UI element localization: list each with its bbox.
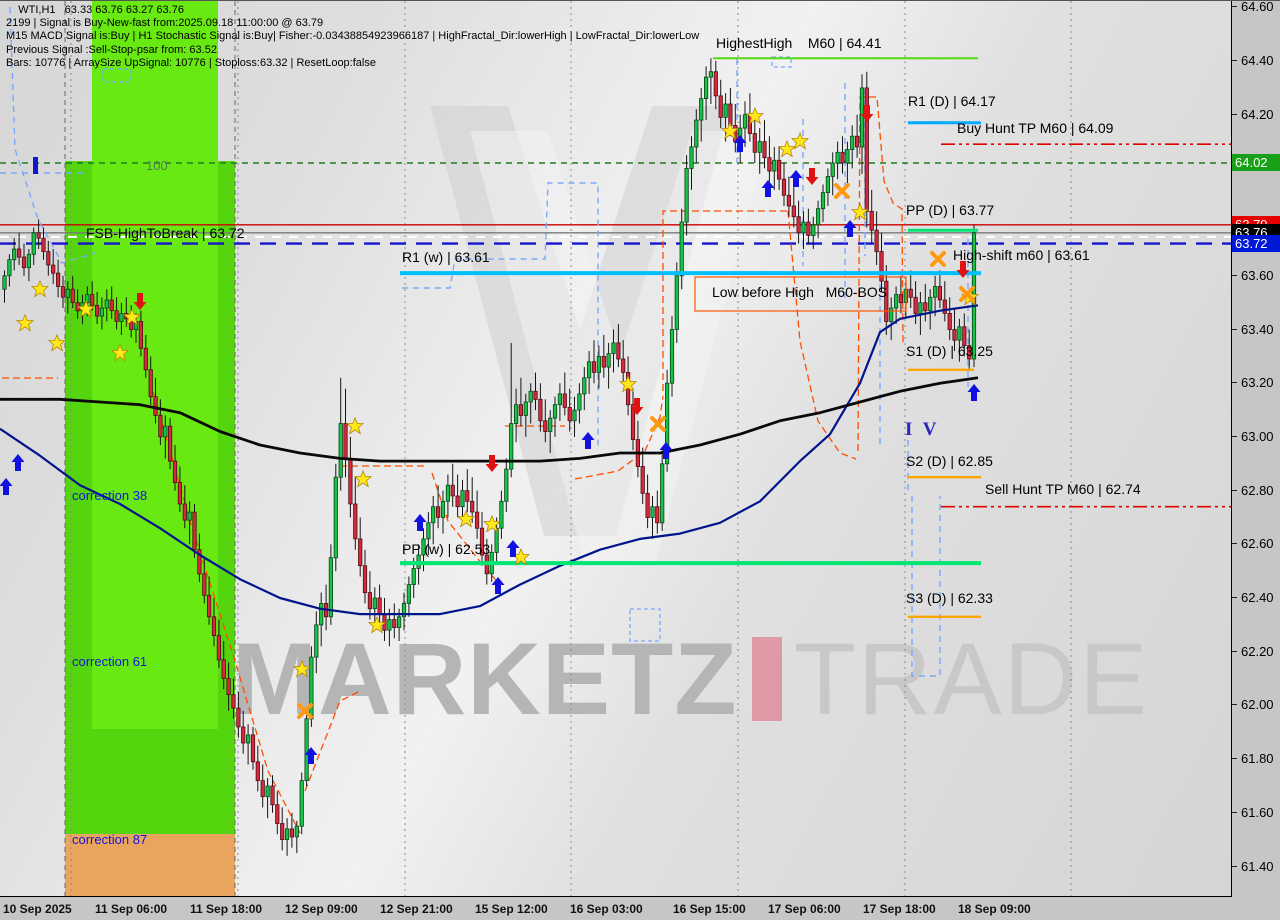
star-marker-icon <box>345 416 365 435</box>
buy-arrow-icon <box>491 577 505 594</box>
i-tick-marker <box>33 157 38 174</box>
price-tick-label: 61.40 <box>1232 858 1274 874</box>
star-marker-icon <box>15 313 35 332</box>
price-tick-label: 62.40 <box>1232 590 1274 605</box>
price-tick-label: 61.60 <box>1232 804 1274 820</box>
price-tick-label: 63.00 <box>1232 428 1274 444</box>
candles-layer <box>2 58 977 856</box>
signal-markers <box>0 105 981 764</box>
x-marker-icon <box>959 286 975 302</box>
chart-plot-area[interactable]: MARKETZ TRADE HighestHigh M60 | 64.41 R1 … <box>0 1 1232 897</box>
star-marker-icon <box>76 299 96 318</box>
time-tick-label: 11 Sep 06:00 <box>95 902 168 916</box>
sell-arrow-icon <box>805 168 819 185</box>
price-tick-label: 64.60 <box>1232 0 1274 15</box>
time-tick-label: 10 Sep 2025 <box>3 902 72 916</box>
ma-slow-blue <box>0 304 979 616</box>
time-tick-label: 12 Sep 09:00 <box>285 902 358 916</box>
star-marker-icon <box>30 279 50 298</box>
buy-arrow-icon <box>0 478 13 495</box>
sell-arrow-icon <box>860 105 874 122</box>
buy-arrow-icon <box>843 220 857 237</box>
star-marker-icon <box>777 139 797 158</box>
price-tick-label: 62.20 <box>1232 643 1274 659</box>
price-axis[interactable]: 64.60 64.40 64.20 63.60 63.40 63.20 63.00 62.80… <box>1232 1 1280 897</box>
price-tick-label: 63.20 <box>1232 375 1274 391</box>
time-tick-label: 17 Sep 18:00 <box>863 902 936 916</box>
star-marker-icon <box>745 106 765 125</box>
x-marker-icon <box>297 703 313 719</box>
ma-fast-black <box>0 376 979 463</box>
star-marker-icon <box>790 131 810 150</box>
buy-arrow-icon <box>506 540 520 557</box>
star-marker-icon <box>456 509 476 528</box>
time-tick-label: 18 Sep 09:00 <box>958 902 1031 916</box>
star-marker-icon <box>353 469 373 488</box>
price-tick-label: 64.40 <box>1232 53 1274 68</box>
buy-arrow-icon <box>733 135 747 152</box>
star-marker-icon <box>618 374 638 393</box>
buy-arrow-icon <box>789 170 803 187</box>
fib-retracement-zones <box>65 1 235 896</box>
star-marker-icon <box>292 659 312 678</box>
buy-arrow-icon <box>761 180 775 197</box>
sell-arrow-icon <box>956 261 970 278</box>
time-tick-label: 16 Sep 15:00 <box>673 902 746 916</box>
buy-arrow-icon <box>304 747 318 764</box>
time-axis[interactable]: 10 Sep 2025 11 Sep 06:00 11 Sep 18:00 12 Se… <box>0 897 1280 920</box>
x-marker-icon <box>650 416 666 432</box>
price-badge: 64.02 <box>1232 154 1280 172</box>
price-level-lines-under <box>0 162 1231 245</box>
x-marker-icon <box>930 251 946 267</box>
time-tick-label: 12 Sep 21:00 <box>380 902 453 916</box>
time-tick-label: 16 Sep 03:00 <box>570 902 643 916</box>
buy-arrow-icon <box>967 384 981 401</box>
price-tick-label: 62.80 <box>1232 482 1274 498</box>
price-tick-label: 62.60 <box>1232 536 1274 552</box>
star-marker-icon <box>850 202 870 221</box>
buy-arrow-icon <box>11 454 25 471</box>
sell-arrow-icon <box>133 293 147 310</box>
buy-arrow-icon <box>659 442 673 459</box>
buy-arrow-icon <box>581 432 595 449</box>
time-tick-label: 17 Sep 06:00 <box>768 902 841 916</box>
sell-arrow-icon <box>485 455 499 472</box>
price-tick-label: 62.00 <box>1232 697 1274 713</box>
star-marker-icon <box>47 333 67 352</box>
grid-lines <box>64 1 1072 896</box>
sell-arrow-icon <box>630 398 644 415</box>
price-tick-label: 63.40 <box>1232 321 1274 337</box>
time-tick-label: 11 Sep 18:00 <box>190 902 263 916</box>
price-tick-label: 61.80 <box>1232 751 1274 767</box>
star-marker-icon <box>482 514 502 533</box>
price-level-lines-over <box>400 57 1231 618</box>
price-tick-label: 64.20 <box>1232 106 1274 122</box>
x-marker-icon <box>834 183 850 199</box>
star-marker-icon <box>720 121 740 140</box>
buy-arrow-icon <box>413 514 427 531</box>
time-tick-label: 15 Sep 12:00 <box>475 902 548 916</box>
star-marker-icon <box>110 343 130 362</box>
star-marker-icon <box>122 307 142 326</box>
price-tick-label: 63.60 <box>1232 267 1274 283</box>
star-marker-icon <box>367 615 387 634</box>
candlestick-chart[interactable] <box>0 1 1231 896</box>
price-badge: 63.72 <box>1232 234 1280 252</box>
bos-rectangle <box>694 276 907 312</box>
